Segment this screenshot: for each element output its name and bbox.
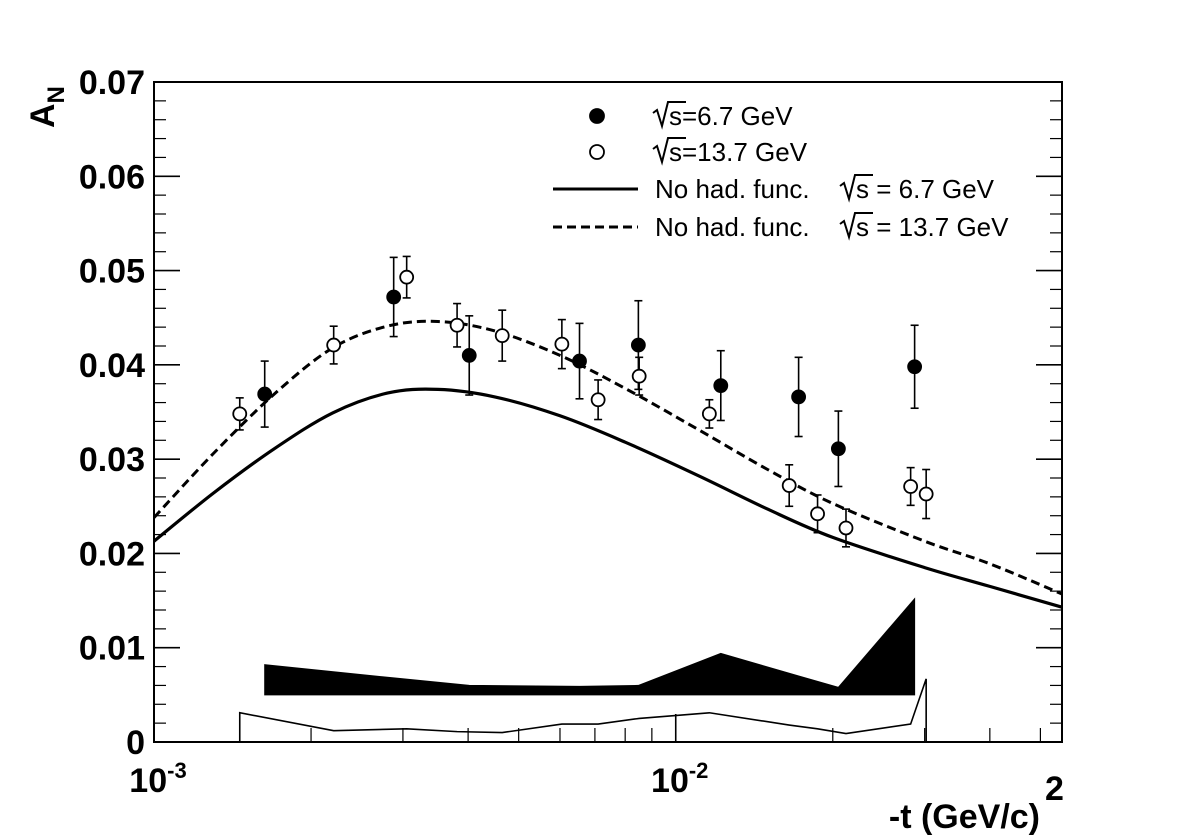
x-tick-label-exponent: -3 <box>167 758 187 783</box>
curve-13-7-gev <box>152 319 1063 596</box>
data-point-filled-9 <box>907 324 923 410</box>
sqrt-icon <box>652 137 686 166</box>
curve-6-7-gev <box>152 387 1063 609</box>
data-point-filled-1 <box>257 360 273 428</box>
legend: s=6.7 GeV s=13.7 GeV No had. func. s = 6.7 … <box>553 101 1009 242</box>
marker-open-circle <box>326 337 342 353</box>
marker-filled-circle <box>572 353 587 369</box>
y-tick-label: 0.02 <box>79 535 145 573</box>
marker-filled-circle <box>257 386 273 402</box>
legend-label-prefix: No had. func. <box>655 212 810 242</box>
marker-filled-circle <box>830 441 846 457</box>
marker-filled-circle <box>461 348 477 363</box>
marker-open-circle <box>903 479 919 494</box>
data-point-open-12 <box>838 508 854 548</box>
data-point-open-3 <box>399 255 415 299</box>
data-point-open-5 <box>494 309 510 362</box>
data-points <box>232 255 934 548</box>
data-point-open-13 <box>903 466 919 507</box>
y-axis-label: A <box>24 103 62 128</box>
data-point-open-1 <box>232 397 248 431</box>
marker-open-circle <box>590 392 606 408</box>
marker-open-circle <box>838 520 854 536</box>
data-point-open-4 <box>449 302 465 348</box>
marker-open-circle <box>232 406 248 422</box>
y-tick-label: 0.06 <box>79 158 145 196</box>
data-point-filled-7 <box>791 356 807 438</box>
model-curves <box>152 319 1063 609</box>
x-tick-label: 10-2 <box>651 758 708 800</box>
marker-open-circle <box>554 336 570 352</box>
y-axis-title: AN <box>24 86 70 128</box>
data-point-filled-3 <box>461 315 477 396</box>
legend-label: s=13.7 GeV <box>669 137 808 167</box>
data-point-filled-6 <box>713 349 729 422</box>
data-point-open-7 <box>590 379 606 421</box>
y-tick-label: 0 <box>126 724 145 762</box>
legend-marker-open-circle <box>589 144 605 160</box>
y-tick-label: 0.05 <box>79 253 145 291</box>
data-point-open-11 <box>810 494 825 534</box>
data-point-filled-2 <box>386 256 402 338</box>
marker-filled-circle <box>791 389 807 405</box>
legend-label: s=6.7 GeV <box>669 101 793 131</box>
marker-filled-circle <box>630 337 646 353</box>
data-point-open-10 <box>781 463 797 508</box>
y-tick-label: 0.07 <box>79 64 145 102</box>
y-tick-label: 0.03 <box>79 441 145 479</box>
sqrt-icon <box>839 174 873 203</box>
y-axis-subscript: N <box>43 86 70 103</box>
marker-filled-circle <box>907 359 923 375</box>
data-point-open-2 <box>326 325 342 365</box>
legend-label: s = 6.7 GeV <box>856 174 995 204</box>
data-point-filled-8 <box>830 410 846 488</box>
marker-open-circle <box>399 269 415 285</box>
marker-open-circle <box>781 478 797 493</box>
marker-open-circle <box>701 406 717 422</box>
x-tick-label: 10-3 <box>129 758 186 800</box>
data-point-open-8 <box>631 356 647 396</box>
systematic-bands <box>238 597 927 742</box>
marker-open-circle <box>918 486 934 502</box>
marker-open-circle <box>810 506 825 522</box>
x-tick-label-exponent: -2 <box>689 758 709 783</box>
marker-filled-circle <box>713 378 729 394</box>
x-axis-label: -t (GeV/c) <box>889 798 1040 835</box>
legend-marker-filled-circle <box>589 108 605 124</box>
sqrt-icon <box>652 101 686 130</box>
data-point-open-6 <box>554 318 570 370</box>
systematic-band-1 <box>264 597 916 696</box>
marker-open-circle <box>494 328 510 344</box>
systematic-band-2 <box>238 678 927 742</box>
sqrt-icon <box>839 212 873 241</box>
y-tick-label: 0.04 <box>79 347 145 385</box>
legend-label-prefix: No had. func. <box>655 174 810 204</box>
x-axis-power: 2 <box>1045 770 1064 808</box>
y-tick-label: 0.01 <box>79 630 145 668</box>
data-point-open-14 <box>918 468 934 520</box>
x-tick-label-base: 10 <box>129 762 167 800</box>
data-point-filled-4 <box>572 322 587 400</box>
x-tick-label-base: 10 <box>651 762 689 800</box>
marker-open-circle <box>631 368 647 384</box>
data-point-open-9 <box>701 398 717 429</box>
plot-frame <box>153 81 1063 743</box>
marker-open-circle <box>449 317 465 333</box>
marker-filled-circle <box>386 289 402 305</box>
x-axis-title: -t (GeV/c) <box>889 798 1040 835</box>
legend-label: s = 13.7 GeV <box>856 212 1009 242</box>
